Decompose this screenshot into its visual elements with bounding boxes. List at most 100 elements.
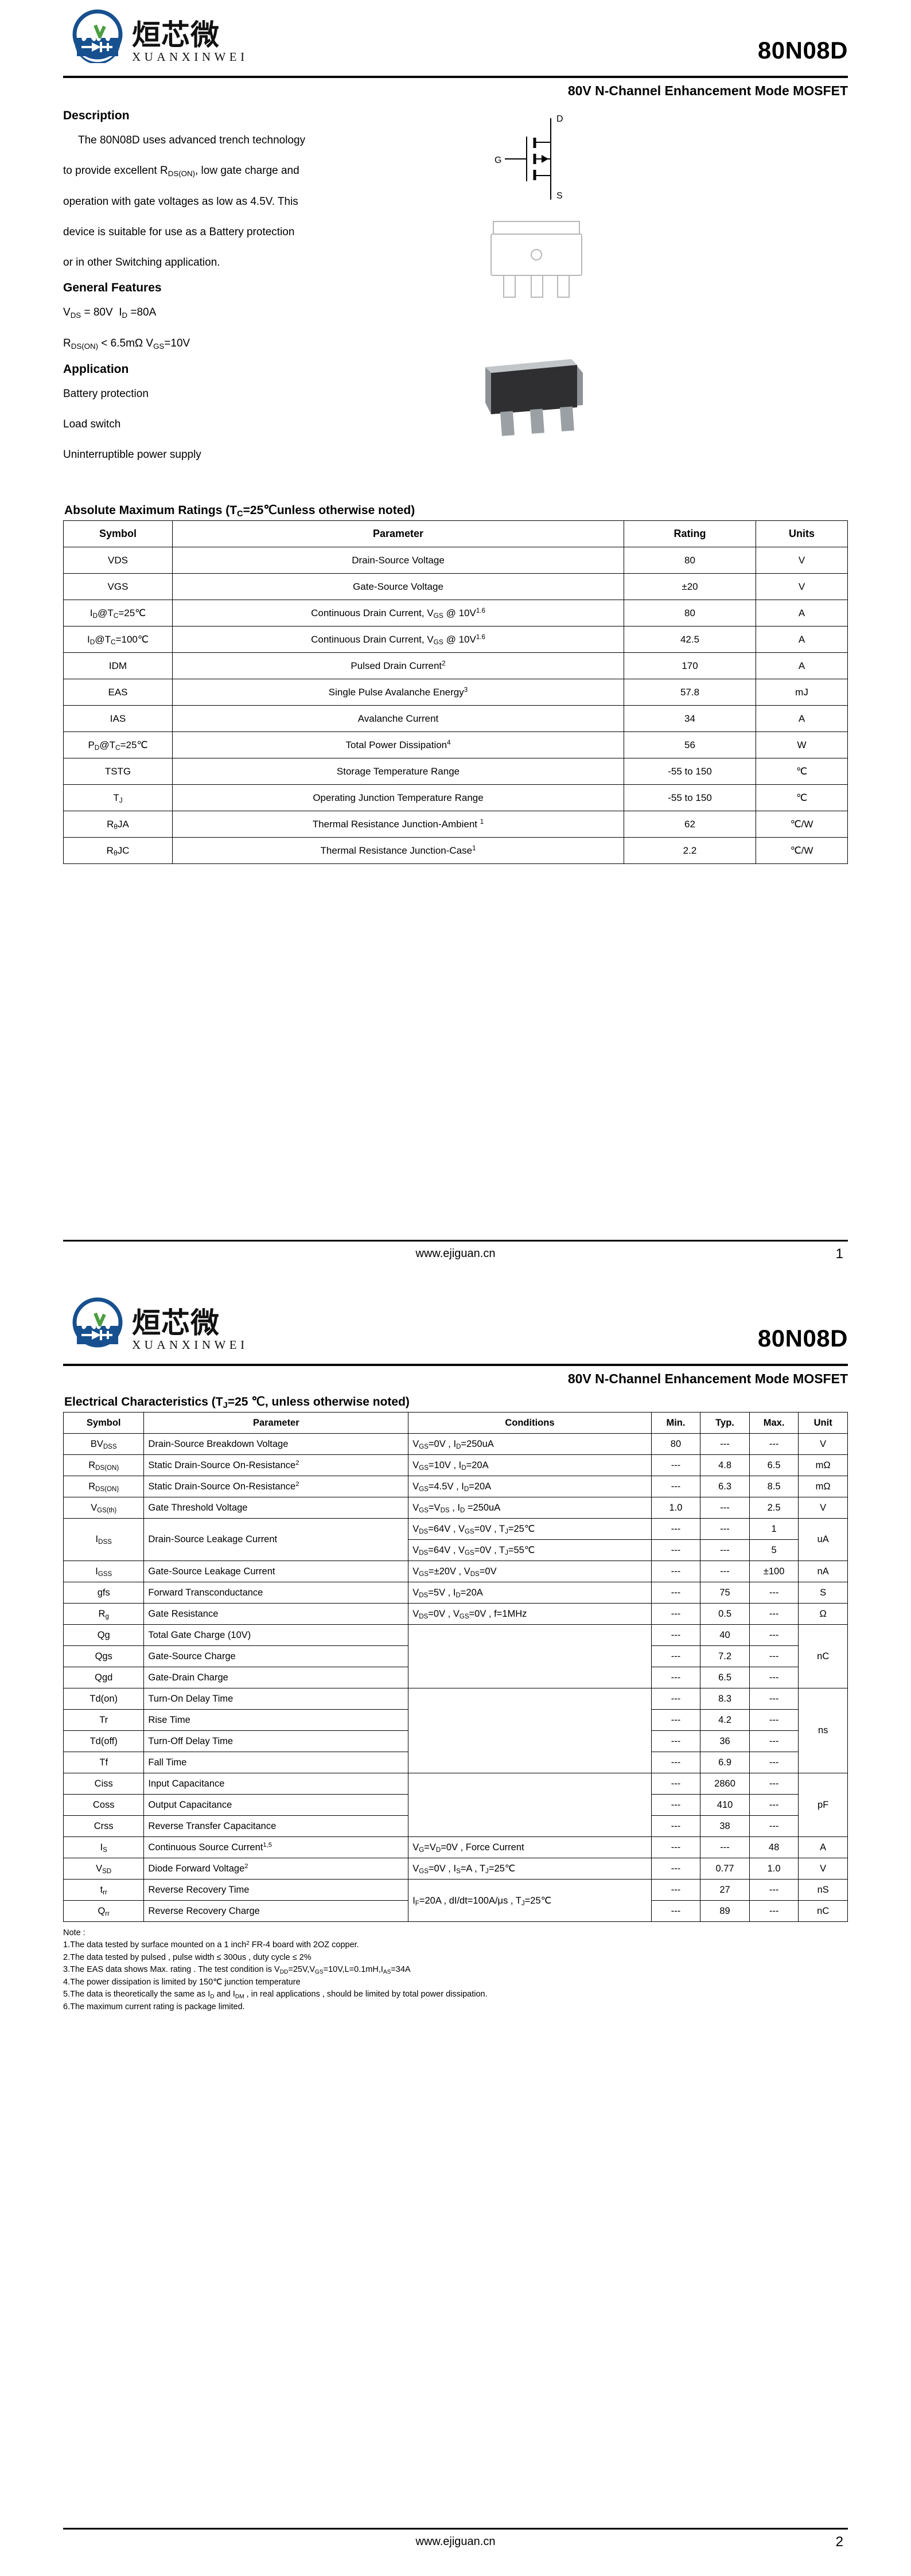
cell-symbol: RθJC — [63, 837, 173, 864]
product-subtitle: 80V N-Channel Enhancement Mode MOSFET — [567, 83, 848, 98]
table-row: Qg Total Gate Charge (10V) --- 40 --- nC — [63, 1624, 848, 1688]
cell-symbol: VGS(th) — [63, 1497, 145, 1519]
cell-symbol: Qrr — [63, 1900, 145, 1922]
cell-symbol: Qgd — [63, 1667, 145, 1688]
cell-max: 2.5 — [749, 1497, 799, 1519]
cell-max: --- — [749, 1730, 799, 1752]
table-row: IS Continuous Source Current1,5 VG=VD=0V ,… — [63, 1836, 848, 1858]
cell-symbol: Td(off) — [63, 1730, 145, 1752]
feature-rdson: RDS(ON) < 6.5mΩ VGS=10V — [63, 337, 190, 351]
electrical-body: BVDSS Drain-Source Breakdown Voltage VGS=0… — [63, 1433, 848, 1922]
page-2: 烜芯微 XUANXINWEI 80N08D 80V N-Channel Enha… — [0, 1288, 911, 2576]
cell-units: V — [756, 573, 848, 600]
cell-symbol: Td(on) — [63, 1688, 145, 1710]
brand-pinyin: XUANXINWEI — [132, 1338, 248, 1352]
svg-text:G: G — [495, 155, 501, 165]
table-row: BVDSS Drain-Source Breakdown Voltage VGS=0… — [63, 1433, 848, 1455]
cell-symbol: VDS — [63, 547, 173, 574]
table-row: RDS(ON) Static Drain-Source On-Resistance… — [63, 1476, 848, 1497]
package-photo — [470, 350, 608, 448]
cell-min: --- — [651, 1688, 701, 1710]
cell-max: 6.5 — [749, 1454, 799, 1476]
part-number: 80N08D — [757, 1325, 848, 1352]
description-line-5: or in other Switching application. — [63, 256, 220, 269]
note-item: 3.The EAS data shows Max. rating . The t… — [63, 1965, 411, 1975]
cell-parameter: Thermal Resistance Junction-Ambient 1 — [172, 811, 624, 838]
cell-symbol: IDSS — [63, 1518, 145, 1561]
product-subtitle: 80V N-Channel Enhancement Mode MOSFET — [567, 1371, 848, 1386]
page-1-footer: www.ejiguan.cn 1 — [63, 1240, 848, 1262]
cell-rating: 57.8 — [624, 679, 756, 706]
cell-parameter: Drain-Source Voltage — [172, 547, 624, 574]
table-row: gfs Forward Transconductance VDS=5V , ID=2… — [63, 1582, 848, 1604]
cell-typ: --- — [700, 1497, 750, 1519]
cell-max: 48 — [749, 1836, 799, 1858]
list-item: Uninterruptible power supply — [63, 449, 201, 461]
note-item: 6.The maximum current rating is package … — [63, 2002, 245, 2011]
cell-min: --- — [651, 1518, 701, 1540]
cell-typ: 27 — [700, 1879, 750, 1901]
cell-parameter: Reverse Recovery Charge — [143, 1900, 409, 1922]
cell-typ: 89 — [700, 1900, 750, 1922]
cell-typ: --- — [700, 1836, 750, 1858]
table-row: Tf Fall Time --- 6.9 --- — [63, 1752, 848, 1773]
absolute-max-body: VDS Drain-Source Voltage 80 V VGS Gate-Source… — [63, 547, 848, 864]
description-heading: Description — [63, 109, 130, 122]
cell-min: --- — [651, 1815, 701, 1837]
cell-parameter: Gate-Drain Charge — [143, 1667, 409, 1688]
cell-typ: 40 — [700, 1624, 750, 1646]
cell-rating: -55 to 150 — [624, 784, 756, 811]
cell-typ: 38 — [700, 1815, 750, 1837]
page-number: 2 — [835, 2534, 843, 2550]
description-line-1: The 80N08D uses advanced trench technolo… — [78, 134, 306, 146]
cell-typ: 8.3 — [700, 1688, 750, 1710]
table-row: PD@TC=25℃ Total Power Dissipation4 56 W — [63, 731, 848, 758]
cell-conditions: VDS=0V , VGS=0V , f=1MHz — [408, 1603, 652, 1625]
application-heading: Application — [63, 363, 129, 376]
cell-unit: A — [798, 1836, 848, 1858]
table-row: Ciss Input Capacitance --- 2860 --- pF — [63, 1773, 848, 1837]
cell-units: ℃ — [756, 758, 848, 785]
cell-symbol: trr — [63, 1879, 145, 1901]
cell-min: --- — [651, 1603, 701, 1625]
company-logo: 烜芯微 XUANXINWEI — [69, 1294, 248, 1351]
col-conditions: Conditions — [408, 1412, 652, 1434]
table-row: VDS=64V , VGS=0V , TJ=55℃ --- --- 5 — [64, 1539, 848, 1561]
table-row: ID@TC=100℃ Continuous Drain Current, VGS … — [63, 626, 848, 653]
cell-typ: 6.3 — [700, 1476, 750, 1497]
cell-typ: --- — [700, 1518, 750, 1540]
cell-units: ℃/W — [756, 811, 848, 838]
cell-typ: 36 — [700, 1730, 750, 1752]
cell-min: --- — [651, 1561, 701, 1582]
footer-url[interactable]: www.ejiguan.cn — [415, 1247, 496, 1260]
cell-symbol: Tf — [63, 1752, 145, 1773]
cell-parameter: Thermal Resistance Junction-Case1 — [172, 837, 624, 864]
cell-parameter: Drain-Source Breakdown Voltage — [143, 1433, 409, 1455]
cell-max: 5 — [749, 1539, 799, 1561]
cell-unit: S — [798, 1582, 848, 1604]
general-features-heading: General Features — [63, 281, 162, 294]
note-item: 2.The data tested by pulsed , pulse widt… — [63, 1953, 312, 1962]
cell-symbol: Ciss — [63, 1773, 145, 1795]
footer-url[interactable]: www.ejiguan.cn — [415, 2535, 496, 2548]
cell-typ: --- — [700, 1539, 750, 1561]
cell-conditions: IF=20A , dI/dt=100A/μs , TJ=25℃ — [408, 1879, 652, 1922]
cell-parameter: Gate-Source Leakage Current — [143, 1561, 409, 1582]
cell-unit: V — [798, 1433, 848, 1455]
cell-symbol: Tr — [63, 1709, 145, 1731]
cell-parameter: Drain-Source Leakage Current — [143, 1518, 409, 1561]
cell-units: W — [756, 731, 848, 758]
description-body: The 80N08D uses advanced trench technolo… — [63, 125, 384, 278]
cell-parameter: Turn-Off Delay Time — [143, 1730, 409, 1752]
cell-parameter: Forward Transconductance — [143, 1582, 409, 1604]
cell-max: --- — [749, 1624, 799, 1646]
cell-parameter: Static Drain-Source On-Resistance2 — [143, 1476, 409, 1497]
table-row: IGSS Gate-Source Leakage Current VGS=±20V … — [63, 1561, 848, 1582]
page-2-header: 烜芯微 XUANXINWEI 80N08D — [63, 1288, 848, 1363]
cell-min: --- — [651, 1773, 701, 1795]
cell-typ: 2860 — [700, 1773, 750, 1795]
cell-typ: --- — [700, 1433, 750, 1455]
cell-parameter: Turn-On Delay Time — [143, 1688, 409, 1710]
cell-min: --- — [651, 1836, 701, 1858]
col-parameter: Parameter — [143, 1412, 409, 1434]
